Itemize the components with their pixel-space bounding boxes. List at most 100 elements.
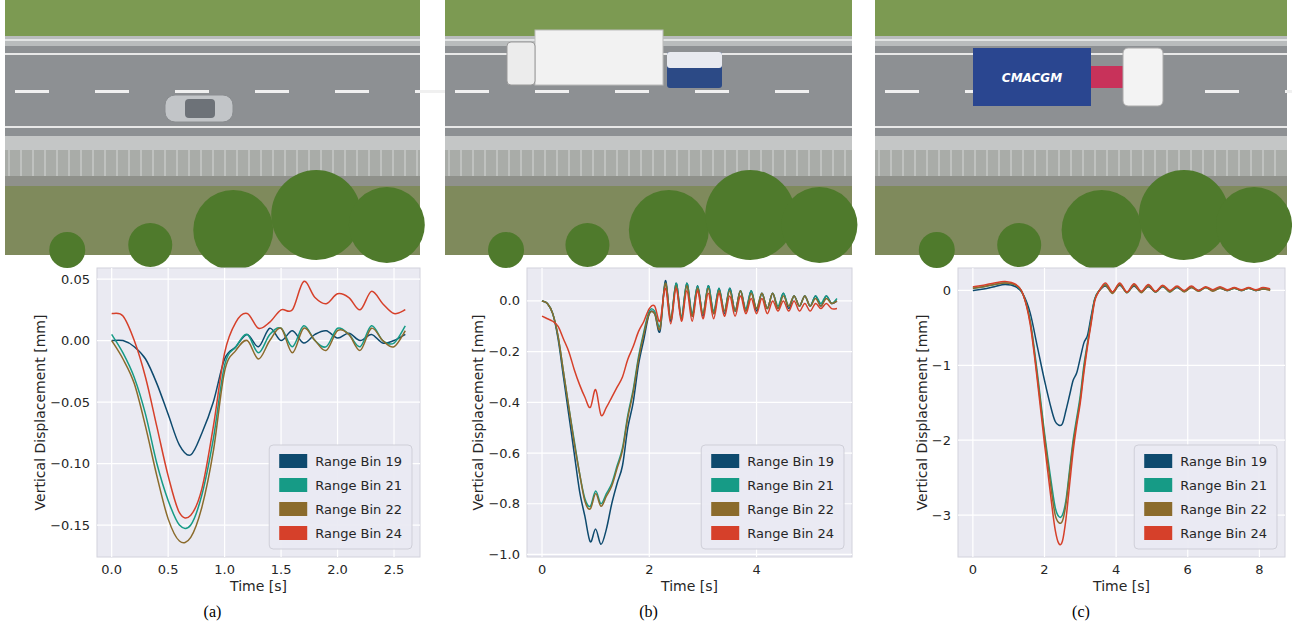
lane-dash [335, 90, 369, 93]
railing-post [641, 150, 642, 176]
legend-label: Range Bin 22 [315, 502, 402, 517]
railing-post [381, 150, 382, 176]
y-tick-label: −0.15 [50, 518, 90, 533]
lane-dash [615, 90, 649, 93]
railing-post [833, 150, 834, 176]
plot-area [527, 268, 852, 557]
chart: −1.0−0.8−0.6−0.4−0.20.0024Time [s]Vertic… [470, 268, 852, 621]
legend-label: Range Bin 21 [315, 478, 402, 493]
y-tick-label: 0.05 [61, 272, 90, 287]
grass [875, 0, 1287, 46]
series-line [973, 283, 1270, 523]
legend-label: Range Bin 21 [1180, 478, 1267, 493]
railing-post [1227, 150, 1228, 176]
x-tick-label: 0 [538, 562, 546, 577]
parapet [5, 136, 420, 150]
lane-dash [885, 90, 919, 93]
grid-line [97, 340, 420, 341]
grid-line [972, 268, 973, 557]
legend-label: Range Bin 21 [747, 478, 834, 493]
series-line [973, 283, 1270, 517]
railing-post [509, 150, 510, 176]
lines [973, 281, 1270, 544]
legend-swatch [711, 526, 739, 540]
railing-post [581, 150, 582, 176]
railing-post [461, 150, 462, 176]
caption: (a) [204, 603, 222, 621]
railing-post [545, 150, 546, 176]
series-line [973, 284, 1270, 425]
railing-post [1059, 150, 1060, 176]
y-axis-title: Vertical Displacement [mm] [470, 315, 486, 511]
bush [271, 170, 361, 260]
bush [128, 223, 172, 267]
bush [629, 190, 709, 270]
bush [1062, 190, 1142, 270]
lane-dash [695, 90, 729, 93]
x-tick-label: 4 [1112, 562, 1120, 577]
railing-post [261, 150, 262, 176]
railing-post [1251, 150, 1252, 176]
y-tick-label: −1 [932, 358, 951, 373]
railing-post [1263, 150, 1264, 176]
grid-line [1044, 268, 1045, 557]
railing-post [69, 150, 70, 176]
legend-label: Range Bin 22 [1180, 502, 1267, 517]
grid-line [527, 402, 852, 403]
railing-post [81, 150, 82, 176]
railing-post [533, 150, 534, 176]
x-tick-label: 8 [1255, 562, 1263, 577]
railing-post [1095, 150, 1096, 176]
lane-dash [175, 90, 209, 93]
legend-label: Range Bin 24 [747, 526, 834, 541]
railing-post [93, 150, 94, 176]
grid-line [1116, 268, 1117, 557]
legend: Range Bin 19Range Bin 21Range Bin 22Rang… [269, 445, 412, 549]
lane-dash [1285, 90, 1292, 93]
railing-post [249, 150, 250, 176]
railing [5, 150, 420, 176]
railing-post [153, 150, 154, 176]
chart: −0.15−0.10−0.050.000.050.00.51.01.52.02.… [32, 268, 420, 621]
legend-label: Range Bin 19 [315, 454, 402, 469]
legend: Range Bin 19Range Bin 21Range Bin 22Rang… [701, 445, 844, 549]
legend-swatch [1144, 478, 1172, 492]
railing-post [1047, 150, 1048, 176]
truck-cab [507, 42, 535, 85]
bridge-edge [875, 176, 1287, 186]
railing-post [237, 150, 238, 176]
grid-line [541, 268, 542, 557]
railing-post [987, 150, 988, 176]
railing-post [285, 150, 286, 176]
legend-label: Range Bin 19 [747, 454, 834, 469]
railing-post [821, 150, 822, 176]
railing-post [45, 150, 46, 176]
lane-dash [1205, 90, 1239, 93]
x-tick-label: 2.0 [327, 562, 348, 577]
series-line [973, 281, 1270, 544]
railing-post [129, 150, 130, 176]
railing-post [117, 150, 118, 176]
railing-post [449, 150, 450, 176]
railing-post [1131, 150, 1132, 176]
legend-swatch [711, 502, 739, 516]
railing-post [497, 150, 498, 176]
grid-line [958, 365, 1285, 366]
railing-post [473, 150, 474, 176]
bush [488, 232, 524, 268]
grid-line [97, 401, 420, 402]
lane-dash [415, 90, 449, 93]
railing-post [225, 150, 226, 176]
railing-post [1011, 150, 1012, 176]
railing-post [939, 150, 940, 176]
railing-post [21, 150, 22, 176]
railing-post [701, 150, 702, 176]
y-tick-label: −0.2 [488, 344, 520, 359]
railing-post [165, 150, 166, 176]
bush [565, 223, 609, 267]
railing-post [653, 150, 654, 176]
guardrail [5, 36, 420, 46]
container [973, 48, 1091, 106]
railing-post [713, 150, 714, 176]
railing-post [689, 150, 690, 176]
